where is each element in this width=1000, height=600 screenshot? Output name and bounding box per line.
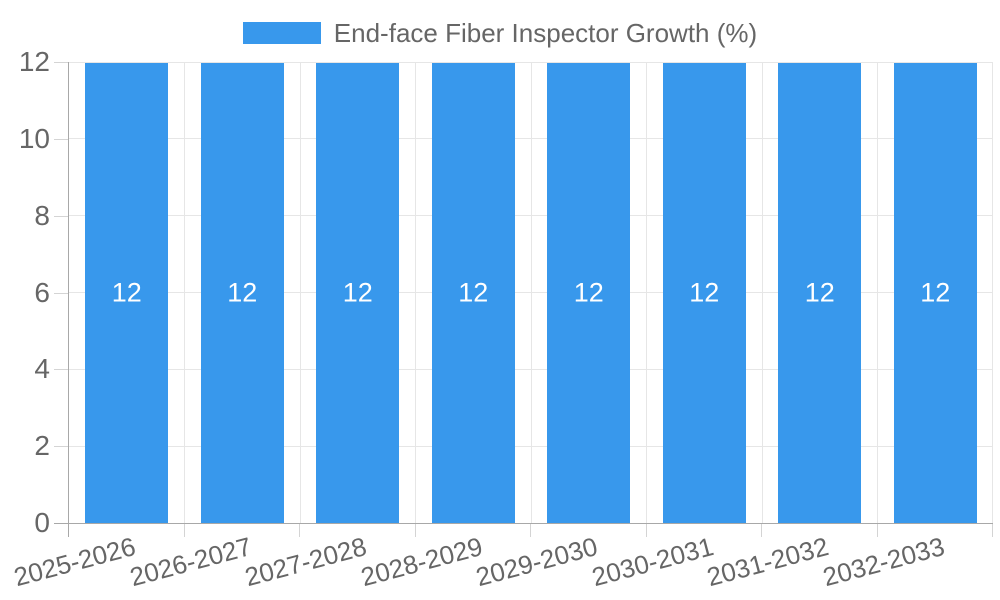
bar-value-label: 12 — [689, 277, 720, 308]
x-axis-label-2031-2032: 2031-2032 — [704, 531, 832, 593]
bar-2032-2033[interactable]: 12 — [893, 63, 977, 523]
plot-area: 12 12 12 12 12 12 12 12 — [68, 62, 993, 524]
y-tick-mark — [54, 369, 68, 371]
y-tick-mark — [54, 523, 68, 524]
x-tick-mark — [68, 524, 69, 537]
v-gridline-3 — [415, 62, 416, 523]
x-axis-label-2028-2029: 2028-2029 — [357, 531, 486, 593]
bar-2028-2029[interactable]: 12 — [431, 63, 515, 523]
y-axis-label: 2 — [34, 430, 50, 462]
x-tick-mark — [992, 524, 993, 537]
bar-value-label: 12 — [342, 277, 373, 308]
bar-value-label: 12 — [111, 277, 142, 308]
bar-2025-2026[interactable]: 12 — [85, 63, 169, 523]
y-tick-mark — [54, 292, 68, 294]
bar-2026-2027[interactable]: 12 — [200, 63, 284, 523]
x-tick-mark — [183, 524, 185, 537]
bar-value-label: 12 — [227, 277, 258, 308]
v-gridline-7 — [877, 62, 878, 523]
x-tick-mark — [414, 524, 416, 537]
x-tick-mark — [299, 524, 300, 537]
y-axis-label: 10 — [18, 122, 50, 154]
legend-swatch — [242, 22, 321, 44]
y-axis-label: 4 — [34, 353, 50, 385]
x-axis-label-2026-2027: 2026-2027 — [126, 531, 255, 593]
y-axis-label: 0 — [34, 507, 50, 538]
bar-value-label: 12 — [804, 277, 835, 308]
y-tick-mark — [54, 138, 68, 140]
x-axis-label-2032-2033: 2032-2033 — [819, 531, 948, 593]
bar-value-label: 12 — [573, 277, 604, 308]
y-tick-mark — [54, 215, 68, 217]
bar-value-label: 12 — [458, 277, 489, 308]
bar-value-label: 12 — [920, 277, 951, 308]
x-axis-label-2027-2028: 2027-2028 — [242, 531, 370, 593]
v-gridline-6 — [761, 62, 763, 523]
y-axis-label: 12 — [18, 46, 50, 77]
x-tick-mark — [530, 524, 531, 537]
y-axis-label: 6 — [34, 276, 50, 308]
v-gridline-1 — [184, 62, 185, 523]
y-tick-mark — [54, 62, 68, 63]
x-tick-mark — [645, 524, 647, 537]
x-tick-mark — [761, 524, 762, 537]
bar-2031-2032[interactable]: 12 — [778, 63, 862, 523]
bar-2029-2030[interactable]: 12 — [547, 63, 631, 523]
legend-label: End-face Fiber Inspector Growth (%) — [333, 18, 758, 48]
bar-2030-2031[interactable]: 12 — [662, 63, 746, 523]
x-tick-mark — [876, 524, 878, 537]
x-axis-label-2025-2026: 2025-2026 — [11, 531, 139, 593]
v-gridline-2 — [299, 62, 301, 523]
y-tick-mark — [54, 446, 68, 448]
bar-2027-2028[interactable]: 12 — [316, 63, 400, 523]
v-gridline-4 — [530, 62, 532, 523]
chart-legend[interactable]: End-face Fiber Inspector Growth (%) — [0, 20, 1000, 46]
v-gridline-5 — [646, 62, 647, 523]
x-axis-label-2029-2030: 2029-2030 — [473, 531, 601, 593]
y-axis-label: 8 — [34, 199, 50, 231]
v-gridline-8 — [992, 62, 993, 523]
x-axis-label-2030-2031: 2030-2031 — [588, 531, 717, 593]
